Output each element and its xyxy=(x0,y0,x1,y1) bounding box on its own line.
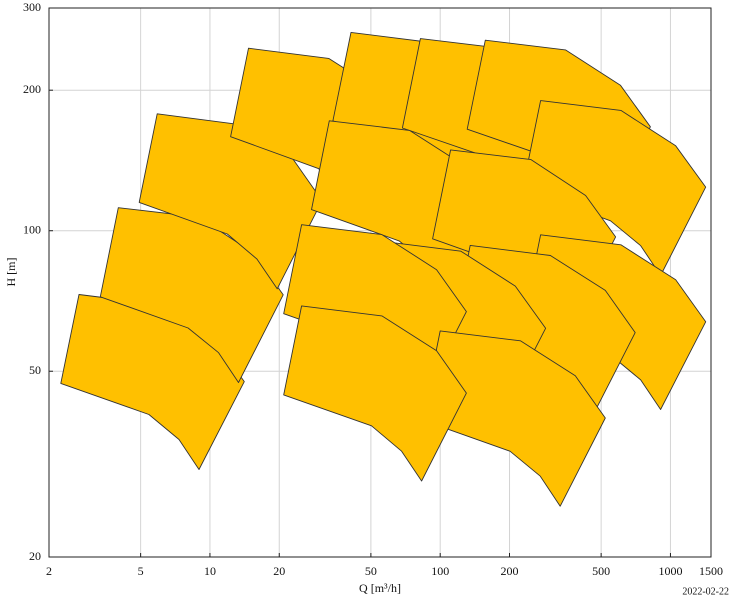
x-tick-label: 20 xyxy=(273,564,285,578)
y-tick-label: 200 xyxy=(23,82,41,96)
y-tick-label: 20 xyxy=(29,549,41,563)
y-axis-label: H [m] xyxy=(4,258,18,287)
x-tick-label: 10 xyxy=(204,564,216,578)
x-tick-label: 1000 xyxy=(658,564,682,578)
x-tick-label: 500 xyxy=(592,564,610,578)
footnote: 2022-02-22 xyxy=(682,586,729,597)
x-tick-label: 1500 xyxy=(699,564,723,578)
x-tick-label: 5 xyxy=(138,564,144,578)
y-tick-label: 50 xyxy=(29,363,41,377)
pump-range xyxy=(522,100,707,276)
x-tick-label: 2 xyxy=(46,564,52,578)
pump-range xyxy=(99,207,284,383)
pump-range xyxy=(421,330,606,507)
x-axis-label: Q [m³/h] xyxy=(359,581,401,595)
pump-range xyxy=(283,305,467,482)
plot-area xyxy=(60,31,707,507)
x-tick-label: 50 xyxy=(365,564,377,578)
y-tick-label: 300 xyxy=(23,0,41,14)
axes-frame xyxy=(48,7,712,558)
x-tick-label: 200 xyxy=(501,564,519,578)
x-tick-label: 100 xyxy=(431,564,449,578)
y-tick-label: 100 xyxy=(23,222,41,236)
